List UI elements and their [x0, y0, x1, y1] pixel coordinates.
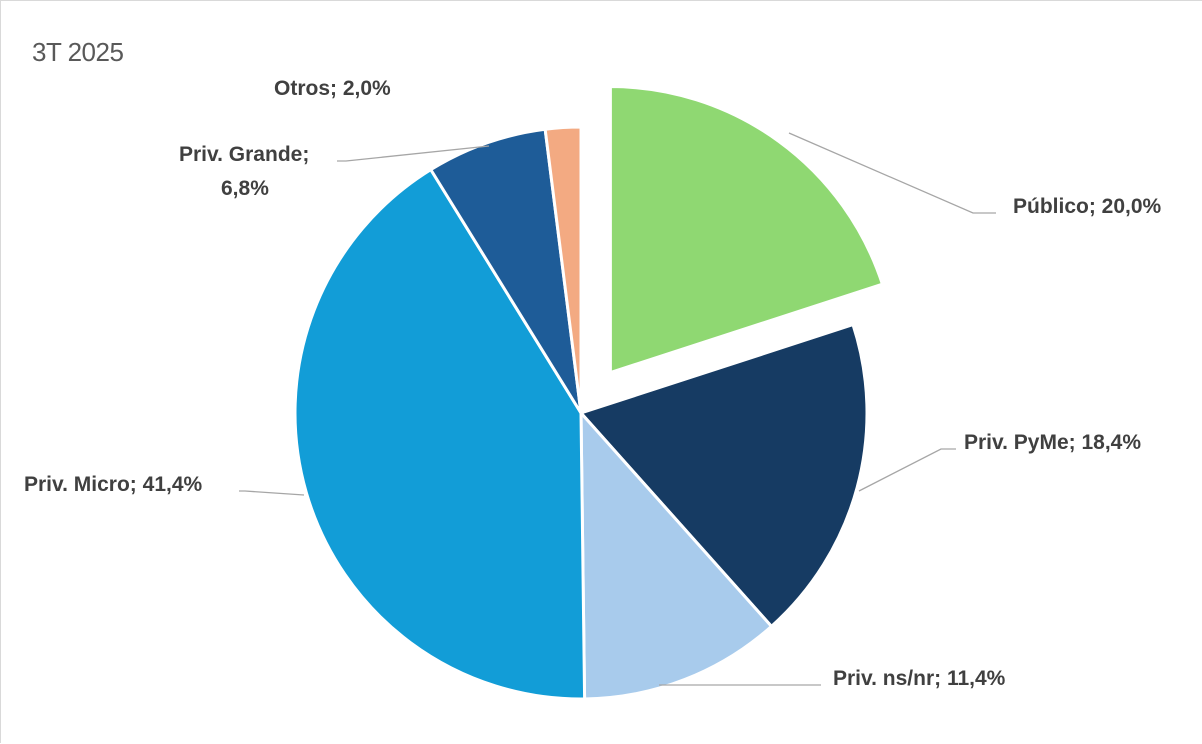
pie-slice-publico	[608, 85, 885, 375]
pie-slice-grande	[428, 127, 583, 414]
leader-line-micro	[239, 490, 305, 496]
leader-line-publico	[788, 132, 996, 214]
pie-slice-pyme	[578, 322, 869, 629]
slice-label-otros: Otros; 2,0%	[274, 77, 391, 100]
slice-label-grande-line2: 6,8%	[221, 177, 269, 200]
slice-label-micro: Priv. Micro; 41,4%	[24, 473, 203, 496]
slice-label-grande-line1: Priv. Grande;	[179, 143, 309, 166]
leader-line-pyme	[858, 448, 956, 492]
leader-line-grande	[337, 145, 490, 162]
slice-label-pyme: Priv. PyMe; 18,4%	[964, 431, 1141, 454]
chart-title: 3T 2025	[32, 37, 124, 67]
pie-slice-nsnr	[579, 409, 774, 701]
slice-label-publico: Público; 20,0%	[1013, 195, 1162, 218]
pie-slice-otros	[543, 125, 583, 414]
slice-label-nsnr: Priv. ns/nr; 11,4%	[833, 667, 1006, 690]
